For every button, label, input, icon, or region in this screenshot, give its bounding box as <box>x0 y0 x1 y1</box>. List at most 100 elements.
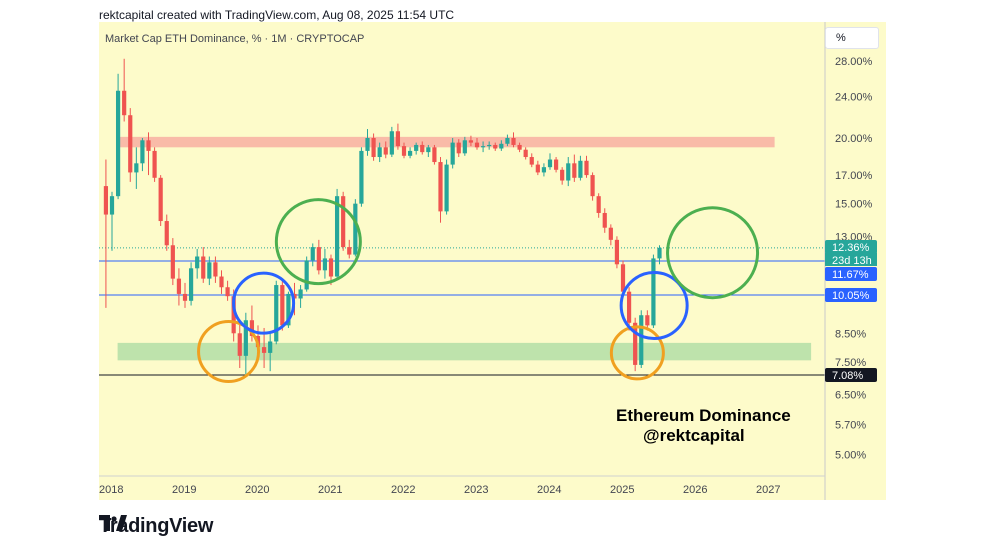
highlight-circle <box>619 271 689 341</box>
candle-body <box>146 140 151 151</box>
candle-body <box>626 291 632 323</box>
annotation-title: Ethereum Dominance <box>616 406 791 425</box>
candle-body <box>566 163 571 181</box>
y-tick-label: 7.50% <box>835 357 866 369</box>
candle-body <box>639 315 644 365</box>
candle-body <box>420 144 425 153</box>
x-tick-label: 2023 <box>464 484 488 496</box>
chart-credit: rektcapital created with TradingView.com… <box>99 8 455 22</box>
y-tick-label: 15.00% <box>835 199 873 211</box>
y-tick-label: 6.50% <box>835 390 866 402</box>
candle-body <box>243 320 248 356</box>
price-label-11.67%: 11.67% <box>832 269 869 281</box>
candle-body <box>341 196 346 248</box>
candle-body <box>535 164 540 173</box>
x-tick-label: 2025 <box>610 484 634 496</box>
candle-body <box>195 256 200 269</box>
candle-body <box>553 159 559 170</box>
price-label-bg <box>825 240 877 254</box>
percent-scale-button[interactable]: % <box>825 27 879 49</box>
candle-body <box>207 262 212 279</box>
candle-body <box>310 247 315 261</box>
candle-body <box>407 150 413 156</box>
candle-body <box>426 147 431 153</box>
price-label-bg <box>825 267 877 281</box>
candle-body <box>347 247 352 255</box>
candle-body <box>487 144 492 147</box>
support-zone <box>117 342 812 361</box>
chart-title: Market Cap ETH Dominance, % · 1M · CRYPT… <box>105 33 365 45</box>
tradingview-logo[interactable]: TradingView <box>99 515 213 538</box>
candle-body <box>103 186 109 215</box>
candle-body <box>511 138 516 145</box>
candle-body <box>590 175 595 197</box>
candle-body <box>602 212 607 228</box>
price-chart[interactable]: 28.00%24.00%20.00%17.00%15.00%13.00%8.50… <box>99 22 886 500</box>
candle-body <box>383 147 388 155</box>
y-tick-label: 28.00% <box>835 56 873 68</box>
candle-body <box>365 138 370 151</box>
candle-body <box>231 296 236 334</box>
candle-body <box>213 262 218 277</box>
y-tick-label: 20.00% <box>835 133 873 145</box>
candle-body <box>633 322 638 365</box>
candle-body <box>584 160 589 176</box>
candle-body <box>377 147 382 158</box>
candle-body <box>328 258 334 277</box>
y-tick-label: 8.50% <box>835 328 866 340</box>
y-tick-label: 5.00% <box>835 449 866 461</box>
candle-body <box>480 146 486 148</box>
candle-body <box>292 293 297 299</box>
candle-body <box>499 143 504 149</box>
candle-body <box>115 90 121 197</box>
candle-body <box>450 142 455 165</box>
candle-body <box>517 144 522 150</box>
x-tick-label: 2019 <box>172 484 196 496</box>
tradingview-icon <box>99 515 127 531</box>
candle-body <box>529 157 534 165</box>
candle-body <box>170 245 175 279</box>
candle-body <box>261 347 267 353</box>
candle-body <box>438 162 443 212</box>
candle-body <box>353 203 358 255</box>
x-tick-label: 2022 <box>391 484 415 496</box>
candle-body <box>164 221 169 246</box>
candle-body <box>657 247 662 259</box>
candle-body <box>274 285 279 342</box>
candle-body <box>188 268 194 301</box>
candle-body <box>651 258 656 326</box>
candle-body <box>474 142 480 148</box>
candle-body <box>304 260 309 290</box>
price-label-bg <box>825 288 877 302</box>
highlight-circle <box>274 198 362 286</box>
candle-body <box>158 177 163 222</box>
candle-body <box>225 287 230 297</box>
candle-body <box>456 142 461 154</box>
highlight-circle <box>609 325 665 381</box>
candle-body <box>268 341 273 353</box>
candle-body <box>596 196 601 213</box>
x-tick-label: 2024 <box>537 484 561 496</box>
candle-body <box>280 285 285 326</box>
candle-body <box>432 147 437 163</box>
x-tick-label: 2018 <box>99 484 123 496</box>
x-tick-label: 2026 <box>683 484 707 496</box>
candle-body <box>182 293 188 301</box>
resistance-zone <box>117 136 775 148</box>
candle-body <box>572 163 577 178</box>
tradingview-wordmark: TradingView <box>99 515 214 537</box>
price-label-12.36%: 12.36% <box>832 242 870 254</box>
candle-body <box>176 278 182 294</box>
candle-body <box>389 131 394 155</box>
price-label-10.05%: 10.05% <box>832 290 870 302</box>
x-tick-label: 2021 <box>318 484 342 496</box>
y-tick-label: 24.00% <box>835 91 873 103</box>
chart-panel[interactable]: 28.00% 24.00% 20.00% 17.00% 15.00% 13.00% 8.50… <box>99 22 886 500</box>
candle-body <box>219 276 224 288</box>
highlight-circle <box>197 319 261 383</box>
candle-body <box>493 144 498 149</box>
candle-body <box>134 163 139 173</box>
candle-body <box>578 160 583 178</box>
candle-body <box>122 90 127 116</box>
candle-body <box>614 239 620 265</box>
